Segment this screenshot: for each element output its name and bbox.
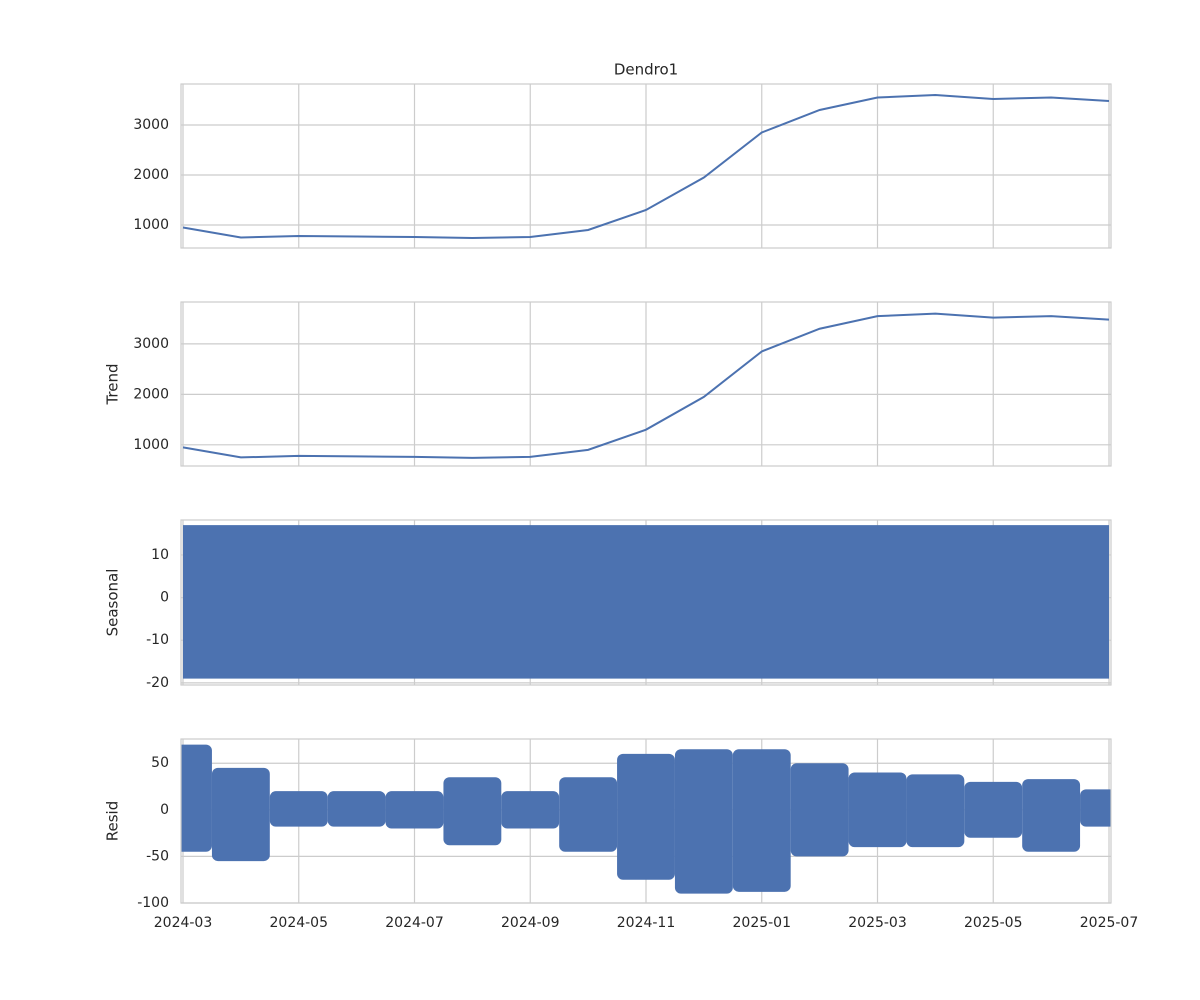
y-axis-label: Seasonal [104, 569, 122, 637]
resid-range [732, 749, 791, 892]
y-axis-label: Trend [104, 363, 122, 405]
plot-area [182, 93, 1110, 240]
axes-frame [180, 301, 1112, 467]
data-line [182, 93, 1110, 240]
y-tick-label: -100 [137, 895, 169, 911]
resid-range [790, 763, 849, 857]
y-tick-label: 10 [151, 547, 169, 563]
axes-frame [180, 519, 1112, 686]
x-tick-label: 2025-01 [733, 915, 792, 931]
resid-range [674, 749, 733, 894]
resid-range [964, 781, 1023, 838]
axes-frame [180, 83, 1112, 249]
resid-range [269, 791, 328, 827]
x-tick-label: 2024-03 [154, 915, 213, 931]
y-tick-label: 2000 [133, 386, 169, 402]
x-tick-label: 2025-05 [964, 915, 1023, 931]
y-tick-label: 0 [160, 802, 169, 818]
x-tick-label: 2024-07 [385, 915, 444, 931]
x-tick-label: 2025-03 [848, 915, 907, 931]
y-tick-label: 3000 [133, 336, 169, 352]
resid-range [181, 744, 212, 852]
resid-range [906, 774, 965, 848]
y-tick-label: -50 [146, 848, 169, 864]
x-tick-label: 2024-11 [617, 915, 676, 931]
axes-frame [180, 738, 1112, 904]
resid-range [327, 791, 386, 827]
y-tick-label: -20 [146, 675, 169, 691]
seasonal-band [183, 525, 1109, 679]
y-tick-label: 50 [151, 755, 169, 771]
plot-area [181, 744, 1111, 894]
y-tick-label: 1000 [133, 217, 169, 233]
resid-range [385, 791, 444, 829]
x-tick-label: 2024-09 [501, 915, 560, 931]
y-tick-label: 3000 [133, 117, 169, 133]
resid-range [1080, 789, 1111, 827]
chart-title: Dendro1 [614, 61, 678, 79]
y-tick-label: 1000 [133, 437, 169, 453]
data-line [182, 312, 1110, 459]
resid-range [848, 772, 907, 848]
x-tick-label: 2024-05 [270, 915, 329, 931]
y-tick-label: 2000 [133, 167, 169, 183]
x-tick-label: 2025-07 [1080, 915, 1139, 931]
y-tick-label: -10 [146, 632, 169, 648]
y-axis-label: Resid [104, 801, 122, 841]
y-tick-label: 0 [160, 590, 169, 606]
resid-range [1022, 779, 1081, 852]
resid-range [559, 777, 618, 852]
resid-range [501, 791, 560, 829]
resid-range [211, 767, 270, 862]
plot-area [182, 312, 1110, 459]
resid-range [617, 753, 675, 880]
resid-range [443, 777, 502, 846]
plot-area [183, 525, 1109, 679]
